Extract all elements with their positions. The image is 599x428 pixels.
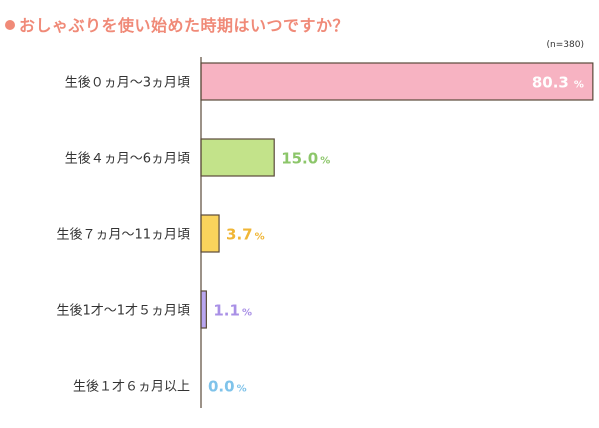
unit-label: %	[237, 384, 247, 395]
bullet-icon	[5, 20, 15, 30]
unit-label: %	[320, 156, 330, 167]
data-label: 15.0	[281, 150, 318, 168]
unit-label: %	[574, 80, 584, 91]
chart-title: おしゃぶりを使い始めた時期はいつですか？	[5, 12, 349, 36]
unit-label: %	[255, 232, 265, 243]
category-label: 生後１才６ヵ月以上	[73, 380, 190, 395]
data-label: 0.0	[208, 378, 235, 396]
unit-label: %	[242, 308, 252, 319]
category-label: 生後1才〜1才５ヵ月頃	[56, 304, 190, 319]
bar	[200, 138, 275, 177]
bar	[200, 214, 220, 253]
data-label: 80.3	[532, 74, 569, 92]
category-label: 生後７ヵ月〜11ヵ月頃	[56, 228, 190, 243]
chart-title-text: おしゃぶりを使い始めた時期はいつですか？	[19, 16, 350, 35]
category-label: 生後０ヵ月〜3ヵ月頃	[65, 76, 190, 91]
sample-size-label: (n=380)	[546, 40, 584, 50]
data-label: 1.1	[213, 302, 240, 320]
data-label: 3.7	[226, 226, 253, 244]
bar	[200, 290, 207, 329]
category-label: 生後４ヵ月〜6ヵ月頃	[65, 152, 190, 167]
